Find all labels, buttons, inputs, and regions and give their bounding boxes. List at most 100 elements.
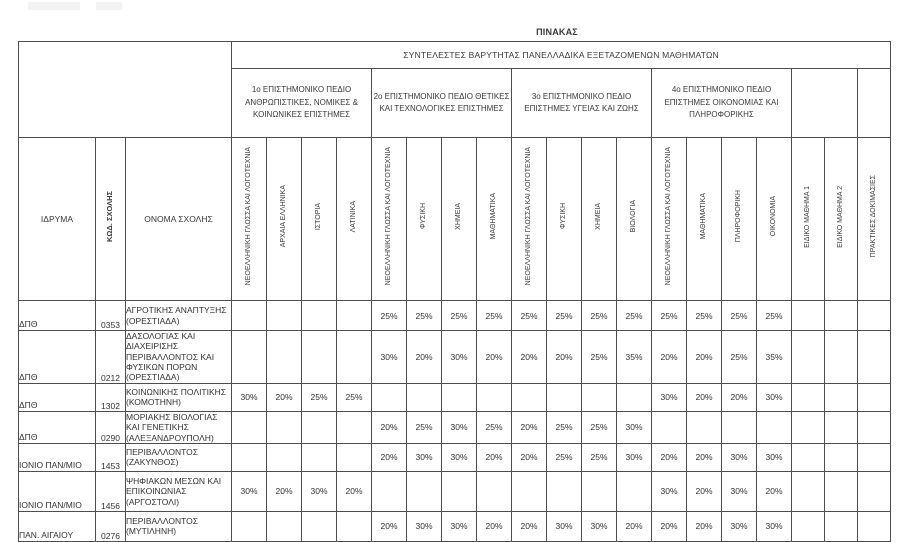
table-row: ΙΟΝΙΟ ΠΑΝ/ΜΙΟ 1456 ΨΗΦΙΑΚΩΝ ΜΕΣΩΝ ΚΑΙ ΕΠΙΚ… [18,470,892,512]
weight-cell [791,330,826,384]
weight-cell: 20% [476,442,513,472]
school-code-cell: 0353 [95,300,126,331]
weight-cell: 20% [756,470,793,512]
subject-column-header: ΜΑΘΗΜΑΤΙΚΑ [476,137,513,301]
weight-cell [476,470,513,512]
weight-cell [791,410,826,444]
weight-cell [266,510,303,542]
weight-cell: 30% [756,382,793,412]
table-row: ΔΠΘ 0353 ΑΓΡΟΤΙΚΗΣ ΑΝΑΠΤΥΞΗΣ (ΟΡΕΣΤΙΑΔΑ) 25… [18,300,892,331]
subject-column-header: ΑΡΧΑΙΑ ΕΛΛΗΝΙΚΑ [266,137,303,301]
weight-cell [824,300,859,331]
corner-cell [17,41,233,138]
weight-cell: 20% [686,442,723,472]
school-code-cell: 0290 [95,410,126,444]
weight-cell [266,410,303,444]
weight-cell [546,382,583,412]
weight-cell [441,382,478,412]
weight-cell [857,442,892,472]
weight-cell: 20% [686,382,723,412]
weight-cell [511,382,548,412]
subject-label: ΒΙΟΛΟΓΙΑ [630,200,638,233]
school-code-cell: 0276 [95,510,126,542]
subject-label: ΝΕΟΕΛΛΗΝΙΚΗ ΓΛΩΣΣΑ ΚΑΙ ΛΟΓΟΤΕΧΝΙΑ [245,147,253,286]
weight-cell: 25% [406,410,443,444]
weight-cell: 20% [371,510,408,542]
weight-cell [721,410,758,444]
weight-cell [824,382,859,412]
weight-cell: 20% [651,330,688,384]
weight-cell: 20% [511,330,548,384]
special-column-header: ΕΙΔΙΚΟ ΜΑΘΗΜΑ 2 [824,137,859,301]
weight-cell [824,410,859,444]
subject-column-header: ΝΕΟΕΛΛΗΝΙΚΗ ΓΛΩΣΣΑ ΚΑΙ ΛΟΓΟΤΕΧΝΙΑ [511,137,548,301]
weight-cell: 30% [651,470,688,512]
school-code-cell: 0212 [95,330,126,384]
weight-cell [301,300,338,331]
subject-label: ΜΑΘΗΜΑΤΙΚΑ [490,193,498,240]
weight-cell: 30% [231,470,268,512]
weight-cell: 25% [686,300,723,331]
weight-cell [581,470,618,512]
weight-cell [441,470,478,512]
main-header: ΣΥΝΤΕΛΕΣΤΕΣ ΒΑΡΥΤΗΤΑΣ ΠΑΝΕΛΛΑΔΙΚΑ ΕΞΕΤΑΖ… [231,41,892,69]
institution-cell: ΙΟΝΙΟ ΠΑΝ/ΜΙΟ [18,442,96,472]
weight-cell [791,510,826,542]
weight-cell: 20% [476,330,513,384]
subject-column-header: ΧΗΜΕΙΑ [581,137,618,301]
table-row: ΠΑΝ. ΑΙΓΑΙΟΥ 0276 ΠΕΡΙΒΑΛΛΟΝΤΟΣ (ΜΥΤΙΛΗΝΗ)… [18,510,892,542]
weight-cell: 20% [371,410,408,444]
school-code-cell: 1302 [95,382,126,412]
subject-label: ΠΛΗΡΟΦΟΡΙΚΗ [735,190,743,243]
weight-cell: 30% [616,442,653,472]
subject-label: ΟΙΚΟΝΟΜΙΑ [770,196,778,237]
weight-cell [824,470,859,512]
weight-cell: 30% [546,510,583,542]
special-label: ΕΙΔΙΚΟ ΜΑΘΗΜΑ 2 [837,185,845,248]
institution-cell: ΔΠΘ [18,382,96,412]
weight-cell [266,442,303,472]
school-name-cell: ΚΟΙΝΩΝΙΚΗΣ ΠΟΛΙΤΙΚΗΣ (ΚΟΜΟΤΗΝΗ) [124,382,233,412]
weight-cell: 25% [721,300,758,331]
weight-cell: 30% [756,442,793,472]
weight-cell: 20% [406,330,443,384]
weight-cell [857,300,892,331]
code-column-header: ΚΩΔ. ΣΧΟΛΗΣ [95,137,126,301]
weight-cell [301,510,338,542]
institution-cell: ΙΟΝΙΟ ΠΑΝ/ΜΙΟ [18,470,96,512]
subject-column-header: ΟΙΚΟΝΟΜΙΑ [756,137,793,301]
institution-cell: ΔΠΘ [18,410,96,444]
weight-cell: 25% [476,300,513,331]
subject-column-header: ΝΕΟΕΛΛΗΝΙΚΗ ΓΛΩΣΣΑ ΚΑΙ ΛΟΓΟΤΕΧΝΙΑ [231,137,268,301]
weight-cell [857,382,892,412]
field-header: 2ο ΕΠΙΣΤΗΜΟΝΙΚΟ ΠΕΔΙΟ ΘΕΤΙΚΕΣ ΚΑΙ ΤΕΧΝΟΛ… [371,68,513,138]
weight-cell [336,410,373,444]
subject-column-header: ΠΛΗΡΟΦΟΡΙΚΗ [721,137,758,301]
weight-cell [581,382,618,412]
special-label: ΕΙΔΙΚΟ ΜΑΘΗΜΑ 1 [804,185,812,248]
weight-cell: 25% [721,330,758,384]
weight-cell [824,330,859,384]
scan-artifact [28,2,80,10]
weight-cell: 25% [406,300,443,331]
subject-label: ΝΕΟΕΛΛΗΝΙΚΗ ΓΛΩΣΣΑ ΚΑΙ ΛΟΓΟΤΕΧΝΙΑ [665,147,673,286]
school-code-cell: 1453 [95,442,126,472]
special-column-header: ΕΙΔΙΚΟ ΜΑΘΗΜΑ 1 [791,137,826,301]
weight-cell: 25% [441,300,478,331]
weight-cell: 25% [581,410,618,444]
subject-label: ΝΕΟΕΛΛΗΝΙΚΗ ΓΛΩΣΣΑ ΚΑΙ ΛΟΓΟΤΕΧΝΙΑ [385,147,393,286]
subject-column-header: ΛΑΤΙΝΙΚΑ [336,137,373,301]
weight-cell: 20% [266,470,303,512]
weight-cell: 25% [301,382,338,412]
institution-column-header: ΙΔΡΥΜΑ [18,137,96,301]
weight-cell [616,470,653,512]
weight-cell [857,510,892,542]
weight-cell [406,382,443,412]
institution-cell: ΠΑΝ. ΑΙΓΑΙΟΥ [18,510,96,542]
weight-cell [371,470,408,512]
weight-cell: 20% [511,510,548,542]
weight-cell [791,300,826,331]
subject-label: ΧΗΜΕΙΑ [455,203,463,230]
subject-label: ΑΡΧΑΙΑ ΕΛΛΗΝΙΚΑ [280,185,288,248]
weight-cell: 20% [336,470,373,512]
